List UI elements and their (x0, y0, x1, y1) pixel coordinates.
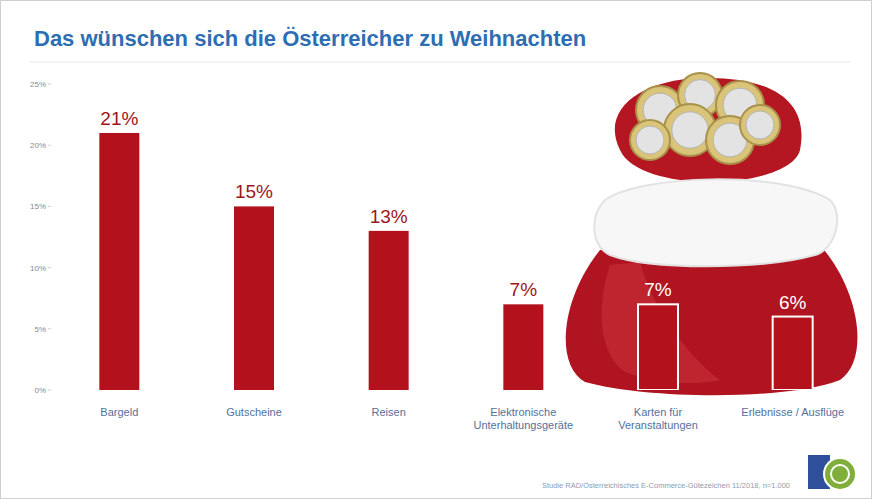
bar (234, 206, 274, 390)
x-tick-label-line: Karten für (634, 406, 683, 418)
y-tick (48, 328, 51, 329)
coin-center (672, 112, 708, 148)
bar (638, 304, 678, 390)
y-tick-label: 15% (30, 202, 46, 211)
x-tick-label: Gutscheine (226, 406, 282, 418)
x-axis: Bargeld Gutscheine Reisen ElektronischeUnte… (100, 406, 844, 431)
frame (1, 1, 872, 499)
x-tick-label: ElektronischeUnterhaltungsgeräte (473, 406, 573, 431)
bar (503, 304, 543, 390)
bar (773, 317, 813, 390)
logo-ring (831, 465, 849, 483)
x-tick-label: Erlebnisse / Ausflüge (741, 406, 844, 418)
y-tick-label: 20% (30, 141, 46, 150)
x-tick-label-line: Gutscheine (226, 406, 282, 418)
sack-fur (594, 179, 837, 266)
x-tick-label: Bargeld (100, 406, 138, 418)
coin-center (746, 111, 774, 139)
x-tick-label-line: Elektronische (490, 406, 556, 418)
x-tick-label-line: Erlebnisse / Ausflüge (741, 406, 844, 418)
y-tick (48, 390, 51, 391)
x-tick-label-line: Unterhaltungsgeräte (473, 419, 573, 431)
x-tick-label-line: Veranstaltungen (618, 419, 698, 431)
title: Das wünschen sich die Österreicher zu We… (34, 26, 586, 51)
coin (630, 120, 670, 160)
data-label: 15% (235, 181, 273, 202)
coin (740, 105, 780, 145)
bars (99, 133, 812, 390)
sack-body (566, 245, 858, 395)
logo-seal (824, 458, 856, 490)
bar (99, 133, 139, 390)
sack-top (615, 78, 802, 182)
title-rule (30, 62, 850, 63)
data-label: 6% (779, 292, 807, 313)
data-label: 7% (644, 279, 672, 300)
money-sack (566, 73, 858, 395)
data-label: 7% (510, 279, 538, 300)
labels: 21% 15% 13% 7% 7% 6% (100, 108, 806, 313)
y-tick (48, 206, 51, 207)
x-tick-label: Karten fürVeranstaltungen (618, 406, 698, 431)
data-label: 21% (100, 108, 138, 129)
x-tick-label-line: Reisen (372, 406, 406, 418)
y-tick (48, 84, 51, 85)
y-tick-label: 25% (30, 80, 46, 89)
y-tick-label: 10% (30, 264, 46, 273)
x-tick-label-line: Bargeld (100, 406, 138, 418)
coin-center (636, 126, 664, 154)
bar (369, 231, 409, 390)
y-tick (48, 145, 51, 146)
logo (808, 455, 856, 490)
y-tick-label: 0% (34, 386, 46, 395)
y-tick (48, 267, 51, 268)
chart: Das wünschen sich die Österreicher zu We… (0, 0, 872, 499)
data-label: 13% (370, 206, 408, 227)
source: Studie RAD/Österreichisches E-Commerce-G… (542, 481, 790, 490)
y-tick-label: 5% (34, 325, 46, 334)
y-axis: 0% 5% 10% 15% 20% 25% (30, 80, 51, 395)
x-tick-label: Reisen (372, 406, 406, 418)
